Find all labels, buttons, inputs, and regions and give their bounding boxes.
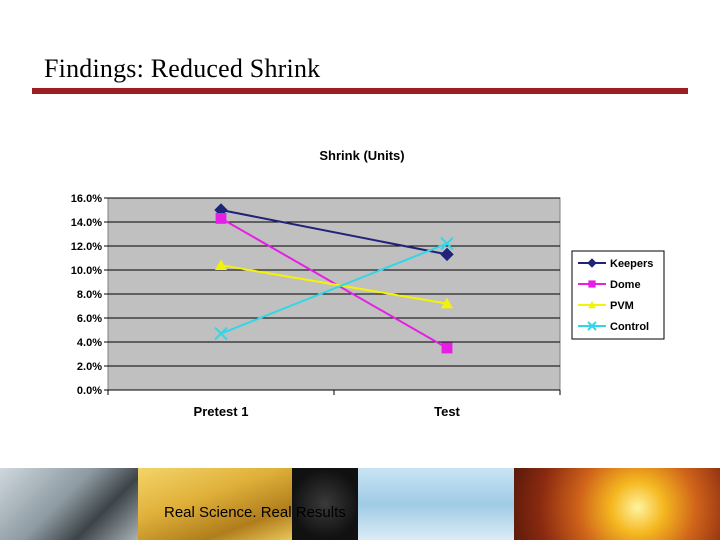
x-tick-label: Test bbox=[434, 404, 460, 419]
legend-box bbox=[571, 250, 665, 340]
data-marker bbox=[588, 280, 596, 288]
series-line bbox=[220, 242, 448, 335]
y-tick-label: 12.0% bbox=[71, 241, 102, 253]
data-marker bbox=[215, 259, 227, 270]
y-tick-label: 2.0% bbox=[77, 361, 102, 373]
y-tick-label: 0.0% bbox=[77, 385, 102, 397]
y-tick-label: 6.0% bbox=[77, 313, 102, 325]
data-marker bbox=[587, 321, 597, 331]
chart-title: Shrink (Units) bbox=[319, 148, 404, 163]
series-line bbox=[220, 217, 448, 349]
legend-label: PVM bbox=[610, 300, 634, 312]
series-lines bbox=[214, 203, 454, 354]
legend-label: Dome bbox=[610, 279, 641, 291]
y-tick-label: 10.0% bbox=[71, 265, 102, 277]
data-marker bbox=[440, 236, 454, 251]
data-marker bbox=[587, 258, 597, 268]
y-axis: 0.0% 2.0% 4.0% 6.0% 8.0% 10.0% 12.0% 14.0% 16.0% bbox=[71, 193, 108, 397]
footer-photo-panel bbox=[138, 468, 292, 540]
x-tick-label: Pretest 1 bbox=[194, 404, 249, 419]
legend-label: Keepers bbox=[610, 258, 653, 270]
data-marker bbox=[441, 297, 453, 309]
series-line bbox=[220, 209, 448, 256]
y-tick-label: 8.0% bbox=[77, 289, 102, 301]
footer-photo-panel bbox=[0, 468, 138, 540]
x-axis: Pretest 1 Test bbox=[107, 390, 561, 419]
data-marker bbox=[441, 342, 453, 354]
y-tick-label: 14.0% bbox=[71, 217, 102, 229]
data-marker bbox=[214, 326, 228, 341]
legend-label: Control bbox=[610, 321, 649, 333]
footer-banner bbox=[0, 468, 720, 540]
footer-photo-panel bbox=[292, 468, 358, 540]
y-tick-label: 4.0% bbox=[77, 337, 102, 349]
footer-photo-panel bbox=[358, 468, 514, 540]
footer-photo-panel bbox=[514, 468, 720, 540]
series-line bbox=[220, 264, 448, 305]
y-tick-label: 16.0% bbox=[71, 193, 102, 205]
footer-tagline: Real Science. Real Results bbox=[164, 504, 346, 521]
legend: Keepers Dome PVM Control bbox=[571, 250, 665, 340]
data-marker bbox=[215, 213, 227, 224]
gridlines bbox=[108, 197, 560, 391]
slide-title: Findings: Reduced Shrink bbox=[44, 54, 321, 83]
title-rule bbox=[32, 88, 688, 94]
data-marker bbox=[588, 301, 596, 309]
shrink-chart: Shrink (Units) 0.0% 2.0% 4.0% 6.0% 8.0% 10.0%… bbox=[71, 148, 665, 419]
data-marker bbox=[440, 247, 454, 262]
